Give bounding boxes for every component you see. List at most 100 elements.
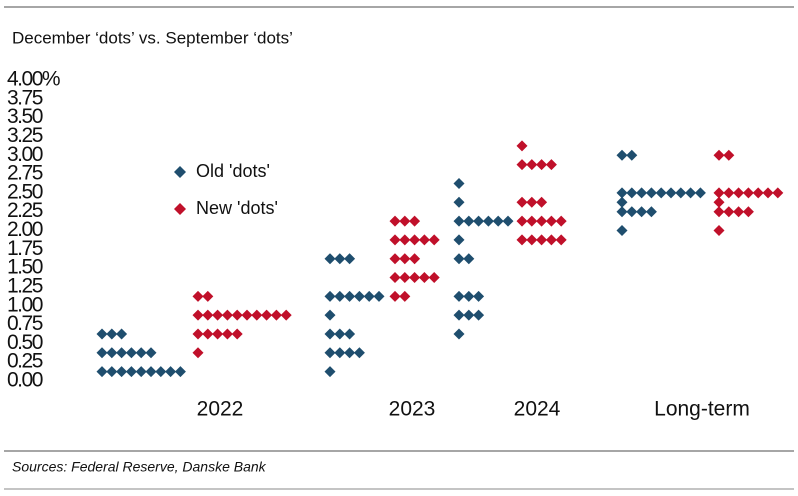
dot — [241, 309, 253, 321]
dot — [116, 328, 128, 340]
y-tick-label: 1.75 — [7, 237, 43, 260]
dot — [353, 347, 365, 359]
dot — [174, 366, 186, 378]
dot — [324, 253, 336, 265]
dot — [713, 149, 725, 161]
dot — [389, 253, 401, 265]
dot — [545, 159, 557, 171]
dot — [733, 206, 745, 218]
legend-label: Old 'dots' — [196, 161, 270, 181]
y-tick-label: 3.25 — [7, 124, 43, 147]
dot — [116, 347, 128, 359]
dot — [334, 347, 346, 359]
dot — [363, 290, 375, 302]
dot — [324, 309, 336, 321]
legend-marker — [174, 203, 186, 215]
dot — [344, 290, 356, 302]
dot — [616, 225, 628, 236]
dot — [453, 328, 465, 340]
dot — [675, 187, 687, 199]
dot — [762, 187, 774, 199]
dot — [473, 290, 485, 302]
dot — [555, 215, 567, 227]
dot — [723, 149, 735, 161]
y-tick-label: 1.25 — [7, 274, 43, 297]
dot — [516, 140, 528, 152]
dot — [389, 272, 401, 284]
dot — [772, 187, 784, 199]
dot — [399, 234, 411, 246]
y-tick-label: 2.00 — [7, 218, 43, 241]
x-tick-label: 2023 — [389, 398, 436, 421]
dot — [155, 366, 167, 378]
dot — [473, 309, 485, 321]
dot — [125, 366, 137, 378]
dot — [192, 347, 204, 359]
legend-label: New 'dots' — [196, 198, 278, 218]
dot — [324, 328, 336, 340]
dot — [502, 215, 514, 227]
dot — [482, 215, 494, 227]
dot — [251, 309, 263, 321]
dot — [723, 187, 735, 199]
dot — [473, 215, 485, 227]
dot — [536, 215, 548, 227]
dot — [135, 347, 147, 359]
dot — [202, 328, 214, 340]
dot — [453, 253, 465, 265]
x-tick-label: 2022 — [197, 398, 244, 421]
dot — [106, 366, 118, 378]
y-tick-label: 2.50 — [7, 180, 43, 203]
dot — [665, 187, 677, 199]
dot — [389, 234, 401, 246]
dot — [516, 215, 528, 227]
y-tick-label: 1.00 — [7, 293, 43, 316]
dot — [125, 347, 137, 359]
dot — [324, 366, 336, 378]
dot — [96, 347, 108, 359]
y-tick-label: 3.00 — [7, 143, 43, 166]
dot — [526, 215, 538, 227]
y-tick-label: 2.25 — [7, 199, 43, 222]
y-tick-label: 0.75 — [7, 312, 43, 335]
dot — [221, 328, 233, 340]
dot — [231, 328, 243, 340]
dot — [685, 187, 697, 199]
dot — [192, 290, 204, 302]
y-tick-label: 0.00 — [7, 369, 43, 392]
dot — [516, 234, 528, 246]
dot — [723, 206, 735, 218]
dot — [389, 290, 401, 302]
dot — [752, 187, 764, 199]
dot — [453, 177, 465, 189]
dot — [463, 215, 475, 227]
x-tick-label: 2024 — [514, 398, 561, 421]
dot — [135, 366, 147, 378]
dot — [270, 309, 282, 321]
dot — [536, 196, 548, 208]
dot — [694, 187, 706, 199]
dot — [409, 272, 421, 284]
dot — [399, 290, 411, 302]
dot — [453, 309, 465, 321]
dot — [428, 272, 440, 284]
dot — [399, 253, 411, 265]
dot — [536, 159, 548, 171]
dot — [713, 196, 725, 208]
dot — [353, 290, 365, 302]
dot — [742, 187, 754, 199]
dot — [545, 215, 557, 227]
dot — [96, 328, 108, 340]
y-tick-label: 1.50 — [7, 256, 43, 279]
dot — [106, 328, 118, 340]
dot — [616, 206, 628, 218]
dot — [463, 309, 475, 321]
dot — [202, 309, 214, 321]
dot — [409, 253, 421, 265]
dot — [212, 309, 224, 321]
dot — [389, 215, 401, 227]
dot — [344, 328, 356, 340]
dot — [713, 206, 725, 218]
dot — [555, 234, 567, 246]
